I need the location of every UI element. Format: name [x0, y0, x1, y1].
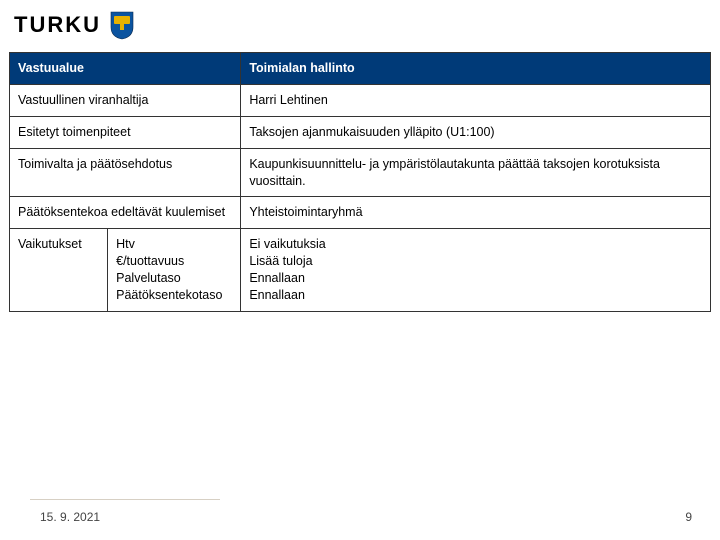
brand-name: TURKU [14, 12, 101, 38]
row-label: Toimivalta ja päätösehdotus [10, 148, 241, 197]
table-header-row: Vastuualue Toimialan hallinto [10, 53, 711, 85]
impact-sublabels: Htv €/tuottavuus Palvelutaso Päätöksente… [108, 229, 241, 312]
footer-divider [30, 499, 220, 500]
row-value: Yhteistoimintaryhmä [241, 197, 711, 229]
header-left: Vastuualue [10, 53, 241, 85]
table-row-impacts: Vaikutukset Htv €/tuottavuus Palvelutaso… [10, 229, 711, 312]
table-row: Esitetyt toimenpiteet Taksojen ajanmukai… [10, 116, 711, 148]
table-row: Päätöksentekoa edeltävät kuulemiset Yhte… [10, 197, 711, 229]
header: TURKU [0, 0, 720, 48]
row-label: Esitetyt toimenpiteet [10, 116, 241, 148]
impact-subvalues: Ei vaikutuksia Lisää tuloja Ennallaan En… [241, 229, 711, 312]
footer-page: 9 [685, 510, 692, 524]
header-right: Toimialan hallinto [241, 53, 711, 85]
impact-label: Vaikutukset [10, 229, 108, 312]
details-table: Vastuualue Toimialan hallinto Vastuullin… [9, 52, 711, 312]
table-row: Toimivalta ja päätösehdotus Kaupunkisuun… [10, 148, 711, 197]
row-label: Päätöksentekoa edeltävät kuulemiset [10, 197, 241, 229]
table-row: Vastuullinen viranhaltija Harri Lehtinen [10, 84, 711, 116]
crest-icon [109, 10, 135, 40]
footer: 15. 9. 2021 9 [0, 510, 720, 524]
footer-date: 15. 9. 2021 [40, 510, 100, 524]
row-value: Harri Lehtinen [241, 84, 711, 116]
row-value: Taksojen ajanmukaisuuden ylläpito (U1:10… [241, 116, 711, 148]
row-label: Vastuullinen viranhaltija [10, 84, 241, 116]
row-value: Kaupunkisuunnittelu- ja ympäristölautaku… [241, 148, 711, 197]
